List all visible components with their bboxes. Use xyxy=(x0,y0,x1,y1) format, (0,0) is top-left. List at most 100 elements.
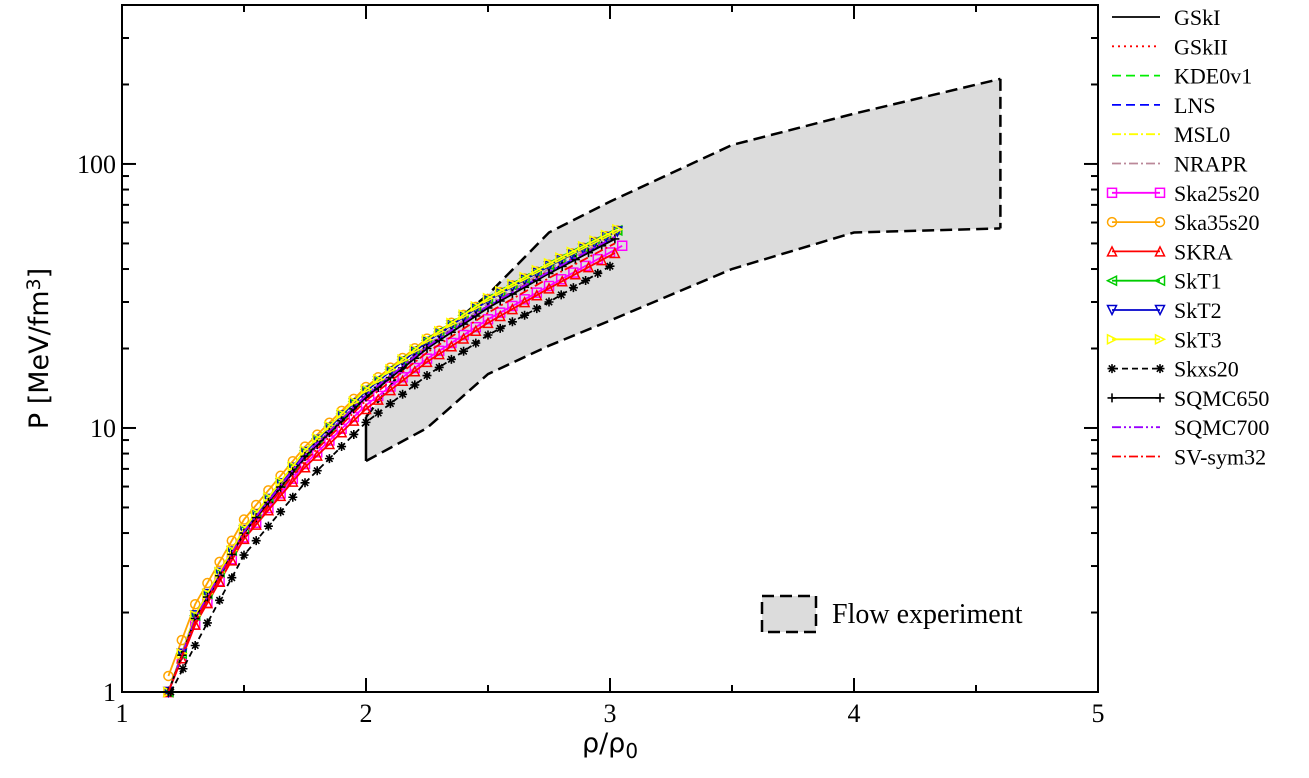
series-point-skxs20 xyxy=(410,380,420,390)
series-point-skt3 xyxy=(446,317,458,329)
series-point-sqmc650 xyxy=(557,262,567,272)
series-point-skra xyxy=(299,461,311,473)
series-point-skra xyxy=(556,275,568,287)
series-point-skt2 xyxy=(176,648,188,660)
series-point-skra xyxy=(518,295,531,308)
series-point-skra xyxy=(409,365,421,377)
legend-item-msl0: MSL0 xyxy=(1112,122,1230,147)
series-point-skra xyxy=(421,355,433,368)
legend-item-skt2: SkT2 xyxy=(1106,298,1222,323)
series-point-skt3 xyxy=(360,383,373,396)
series-point-sqmc650 xyxy=(434,335,444,345)
series-point-skra xyxy=(396,374,409,386)
x-tick-label: 3 xyxy=(604,699,617,728)
legend-item-nrapr: NRAPR xyxy=(1112,152,1248,177)
series-point-skxs20 xyxy=(471,338,481,348)
series-point-skt3 xyxy=(385,363,397,376)
legend-label-sqmc700: SQMC700 xyxy=(1174,415,1269,440)
legend-marker-skt1 xyxy=(1153,274,1166,287)
series-point-skxs20 xyxy=(446,354,456,364)
y-tick-label: 10 xyxy=(90,414,116,443)
series-point-skra xyxy=(582,260,595,273)
series-line-skt3 xyxy=(167,228,618,693)
legend-item-sqmc650: SQMC650 xyxy=(1107,386,1269,411)
series-point-skt3 xyxy=(589,235,601,247)
series-point-ska35s20 xyxy=(189,598,201,610)
series-point-skxs20 xyxy=(483,330,493,340)
legend-item-skt3: SkT3 xyxy=(1106,327,1222,352)
series-point-skt3 xyxy=(470,300,482,313)
series-point-skt3 xyxy=(543,257,556,270)
series-point-skra xyxy=(494,309,506,322)
legend-label-skt2: SkT2 xyxy=(1174,298,1222,323)
x-tick-label: 2 xyxy=(360,699,373,728)
series-point-skxs20 xyxy=(337,442,347,452)
legend-item-skt1: SkT1 xyxy=(1105,269,1222,294)
series-point-skt3 xyxy=(482,292,495,304)
x-axis-title: ρ/ρ0 xyxy=(582,728,638,763)
series-point-skt3 xyxy=(348,395,360,408)
legend-item-skxs20: Skxs20 xyxy=(1107,357,1239,382)
series-point-ska35s20 xyxy=(202,577,213,589)
legend-label-msl0: MSL0 xyxy=(1174,122,1230,147)
flow-experiment-swatch xyxy=(760,594,818,634)
series-point-skra xyxy=(482,316,494,329)
series-point-skt3 xyxy=(421,333,434,346)
series-point-skxs20 xyxy=(276,507,286,517)
legend-label-skxs20: Skxs20 xyxy=(1174,357,1239,382)
y-tick-label: 1 xyxy=(103,678,116,707)
series-point-skxs20 xyxy=(361,417,371,427)
series-point-ska25s20 xyxy=(616,240,628,252)
series-point-sqmc650 xyxy=(495,296,505,306)
legend-marker-skt3 xyxy=(1154,333,1167,346)
series-skra xyxy=(162,246,621,698)
series-point-skxs20 xyxy=(227,573,237,583)
series-point-skxs20 xyxy=(544,297,554,307)
legend-label-gski: GSkI xyxy=(1174,5,1220,30)
series-point-skt3 xyxy=(612,223,624,236)
legend-marker-skra xyxy=(1154,245,1166,257)
legend-label-skt1: SkT1 xyxy=(1174,269,1222,294)
series-point-skxs20 xyxy=(215,595,225,605)
legend-label-ska25s20: Ska25s20 xyxy=(1174,181,1260,206)
legend-marker-sqmc650 xyxy=(1107,393,1117,403)
series-point-skt1 xyxy=(576,241,589,254)
legend-marker-skt1 xyxy=(1105,274,1118,287)
legend-marker-skt2 xyxy=(1154,304,1166,317)
series-point-skra xyxy=(569,268,582,280)
series-point-skra xyxy=(226,554,238,566)
series-point-skra xyxy=(250,518,262,530)
series-point-skxs20 xyxy=(251,536,261,546)
series-point-skra xyxy=(201,597,214,609)
x-axis-title-main: ρ/ρ xyxy=(582,728,625,759)
series-point-skxs20 xyxy=(520,310,530,320)
series-point-skxs20 xyxy=(373,408,383,418)
series-point-skxs20 xyxy=(312,466,322,476)
legend-marker-ska25s20 xyxy=(1106,187,1118,199)
series-point-skt3 xyxy=(372,373,385,386)
series-point-sqmc650 xyxy=(276,482,286,492)
series-point-sqmc650 xyxy=(300,451,310,461)
legend-label-gskii: GSkII xyxy=(1174,34,1228,59)
series-sv-sym32 xyxy=(167,242,616,693)
legend-item-lns: LNS xyxy=(1112,93,1216,118)
series-point-skra xyxy=(348,414,360,426)
legend-marker-ska25s20 xyxy=(1154,187,1166,199)
series-point-sqmc650 xyxy=(532,275,542,285)
legend-label-ska35s20: Ska35s20 xyxy=(1174,210,1260,235)
legend-marker-ska35s20 xyxy=(1106,216,1118,228)
series-point-skra xyxy=(287,475,299,487)
series-point-skt1 xyxy=(588,236,600,248)
series-layer xyxy=(162,223,628,699)
series-point-skt3 xyxy=(397,353,409,366)
series-point-skt3 xyxy=(336,408,348,420)
series-point-skxs20 xyxy=(507,317,517,327)
legend-marker-skt3 xyxy=(1106,333,1119,346)
series-point-skxs20 xyxy=(398,389,408,399)
series-point-skxs20 xyxy=(190,641,200,651)
series-point-skxs20 xyxy=(495,323,505,333)
series-point-skt1 xyxy=(599,230,612,242)
series-point-skt3 xyxy=(566,246,578,258)
series-point-skxs20 xyxy=(349,429,359,439)
legend-marker-sqmc650 xyxy=(1155,393,1165,403)
